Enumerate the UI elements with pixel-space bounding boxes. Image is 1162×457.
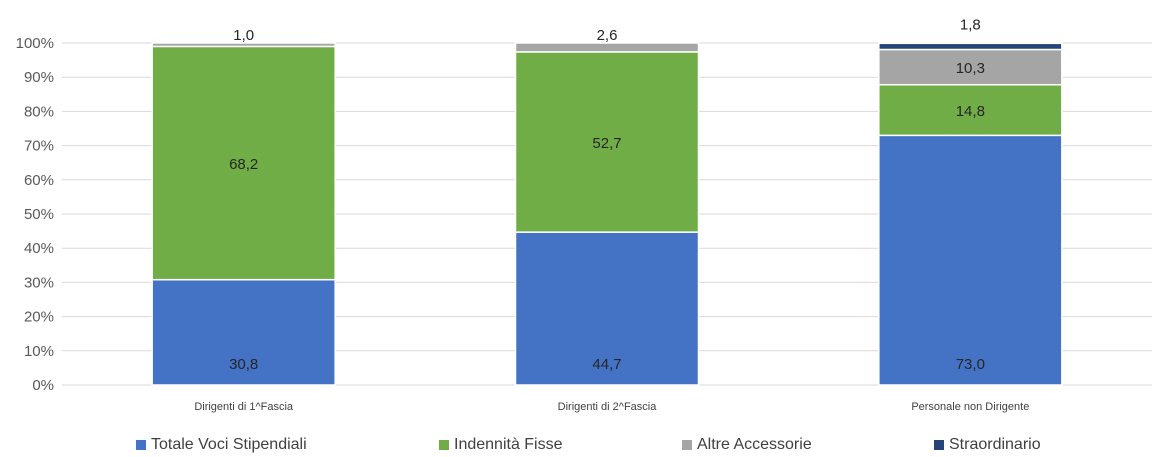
y-tick-label: 100% [16, 35, 54, 52]
data-label: 52,7 [592, 135, 621, 152]
legend-swatch [682, 440, 692, 450]
legend-item: Totale Voci Stipendiali [136, 436, 307, 454]
bar-segment [514, 42, 700, 53]
legend-swatch [136, 440, 146, 450]
x-category-label: Dirigenti di 2^Fascia [558, 401, 658, 413]
y-tick-label: 0% [32, 377, 54, 394]
data-label: 73,0 [956, 356, 985, 373]
stacked-bar-chart: 0% 10% 20% 30% 40% 50% 60% 70% 80% 90% 100% 30,8 68… [16, 16, 1152, 413]
legend: Totale Voci Stipendiali Indennità Fisse Al… [0, 436, 1162, 456]
legend-label: Totale Voci Stipendiali [151, 436, 307, 453]
bar-segment [878, 83, 1063, 137]
legend-item: Indennità Fisse [439, 436, 563, 454]
data-label: 44,7 [592, 356, 621, 373]
data-label: 2,6 [597, 27, 618, 44]
bar-segment [151, 278, 336, 386]
y-tick-label: 70% [24, 138, 54, 155]
data-label: 10,3 [956, 60, 985, 77]
y-tick-label: 80% [24, 103, 54, 120]
data-label: 30,8 [229, 356, 258, 373]
data-label: 1,0 [233, 27, 254, 44]
bar-segment [878, 42, 1063, 51]
y-tick-label: 20% [24, 309, 54, 326]
bar-segment [151, 42, 336, 48]
data-label: 68,2 [229, 156, 258, 173]
y-axis-ticks: 0% 10% 20% 30% 40% 50% 60% 70% 80% 90% 100% [16, 35, 54, 394]
y-tick-label: 40% [24, 240, 54, 257]
y-tick-label: 90% [24, 69, 54, 86]
legend-swatch [934, 440, 944, 450]
legend-item: Altre Accessorie [682, 436, 812, 454]
y-tick-label: 60% [24, 172, 54, 189]
data-label: 14,8 [956, 103, 985, 120]
data-labels: 30,8 68,2 1,0 44,7 52,7 2,6 73,0 14,8 10,3 1,8 [229, 16, 985, 373]
legend-label: Altre Accessorie [697, 436, 812, 453]
bar-segment [151, 45, 336, 281]
bar-segment [878, 134, 1063, 386]
legend-swatch [439, 440, 449, 450]
x-category-label: Dirigenti di 1^Fascia [194, 401, 294, 413]
x-category-label: Personale non Dirigente [911, 401, 1029, 413]
bars [151, 42, 1063, 386]
y-tick-label: 50% [24, 206, 54, 223]
data-label: 1,8 [960, 16, 981, 33]
legend-item: Straordinario [934, 436, 1041, 454]
legend-label: Straordinario [949, 436, 1041, 453]
bar-segment [514, 231, 700, 386]
legend-label: Indennità Fisse [454, 436, 563, 453]
bar-segment [878, 48, 1063, 86]
bar-segment [514, 51, 700, 233]
y-tick-label: 10% [24, 343, 54, 360]
x-axis-categories: Dirigenti di 1^Fascia Dirigenti di 2^Fasc… [194, 401, 1029, 413]
y-tick-label: 30% [24, 274, 54, 291]
